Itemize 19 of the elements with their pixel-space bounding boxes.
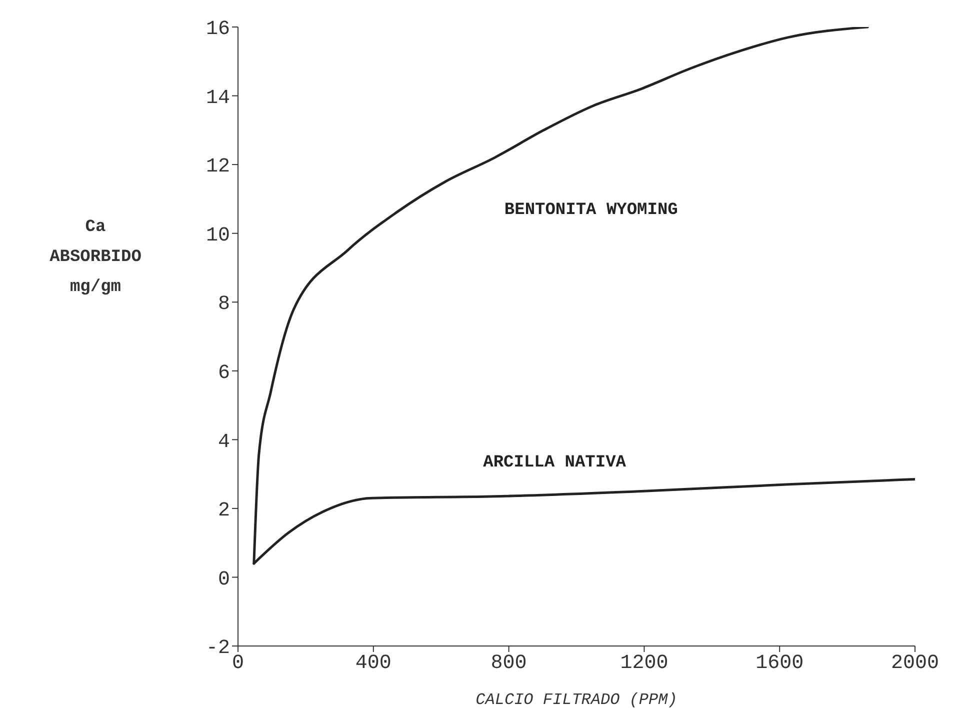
y-tick-label: 14 (206, 86, 230, 110)
y-tick-label: 6 (218, 362, 230, 385)
y-tick-label: 10 (206, 224, 230, 248)
y-tick-label: 8 (218, 293, 230, 316)
x-tick-label: 1200 (620, 652, 668, 676)
y-tick-label: 2 (218, 500, 230, 523)
x-tick-label: 400 (355, 652, 392, 676)
y-tick-label: 0 (218, 568, 230, 592)
y-tick-label: 12 (206, 156, 230, 179)
y-tick-label: 4 (218, 430, 230, 454)
y-axis-title: Ca ABSORBIDO mg/gm (48, 217, 142, 299)
y-tick-label: 16 (206, 18, 230, 42)
x-tick-label: 800 (490, 652, 527, 676)
text: BENTONITA WYOMING (504, 200, 678, 220)
x-tick-label: 1600 (756, 652, 804, 676)
x-axis-title: CALCIO FILTRADO (PPM) (476, 691, 678, 709)
x-tick-label: 2000 (890, 652, 940, 676)
series-label: ARCILLA NATIVA (483, 453, 627, 472)
y-tick-label: -2 (206, 637, 230, 660)
